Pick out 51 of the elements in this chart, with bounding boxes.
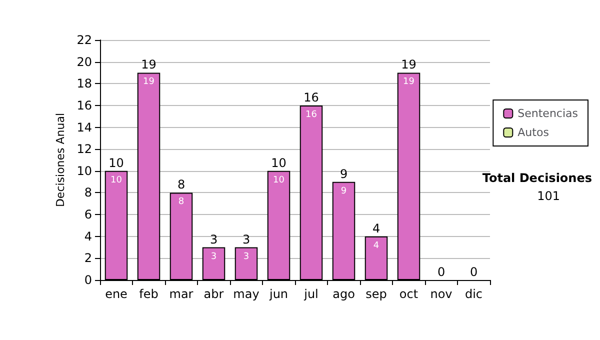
y-tick-label: 8 [84, 186, 92, 200]
y-tick-label: 10 [76, 164, 92, 178]
text: 101 [537, 189, 560, 203]
data-label: 8 [178, 197, 184, 208]
x-tick-label: may [233, 287, 260, 301]
x-tick-label: mar [169, 287, 194, 301]
y-tick-label: 6 [84, 208, 92, 222]
x-tick-label: ene [105, 287, 128, 301]
x-tick-label: nov [430, 287, 452, 301]
x-tick-label: oct [399, 287, 418, 301]
data-label: 19 [143, 77, 155, 88]
x-tick-label: feb [139, 287, 158, 301]
x-tick-label: jun [268, 287, 288, 301]
total-label: 3 [210, 232, 218, 246]
y-tick-label: 18 [76, 76, 92, 91]
total-label: 9 [340, 166, 348, 181]
total-label: 0 [437, 265, 446, 279]
legend-label: Sentencias [518, 107, 578, 120]
y-tick-label: 0 [84, 273, 92, 287]
data-label: 9 [340, 186, 347, 196]
total-label: 8 [177, 178, 186, 192]
total-label: 4 [372, 221, 380, 236]
y-tick-label: 2 [84, 251, 92, 266]
legend-label: Autos [518, 126, 550, 139]
x-tick-label: jul [303, 287, 318, 301]
data-label: 4 [373, 240, 380, 251]
y-tick-label: 4 [84, 229, 92, 244]
x-tick-label: ago [332, 287, 355, 301]
data-label: 10 [110, 175, 122, 186]
total-label: 16 [304, 90, 319, 104]
data-label: 16 [306, 110, 318, 120]
y-tick-label: 12 [76, 142, 92, 156]
total-label: 0 [470, 265, 478, 279]
x-tick-label: dic [464, 287, 483, 301]
total-label: 3 [242, 232, 250, 246]
annotation: Total Decisiones [482, 171, 592, 185]
total-label: 19 [141, 58, 156, 72]
x-tick-label: abr [204, 287, 224, 301]
data-label: 10 [273, 175, 285, 186]
x-tick-label: sep [366, 287, 387, 301]
total-label: 19 [401, 58, 416, 72]
data-label: 19 [403, 77, 415, 88]
y-tick-label: 22 [76, 33, 92, 47]
y-axis-title: Decisiones Anual [54, 112, 67, 208]
y-tick-label: 20 [76, 54, 92, 69]
data-label: 3 [243, 252, 250, 262]
y-tick-label: 14 [76, 120, 92, 134]
data-label: 3 [210, 252, 217, 262]
total-label: 10 [271, 156, 286, 170]
y-tick-label: 16 [76, 98, 92, 112]
total-label: 10 [108, 156, 124, 170]
